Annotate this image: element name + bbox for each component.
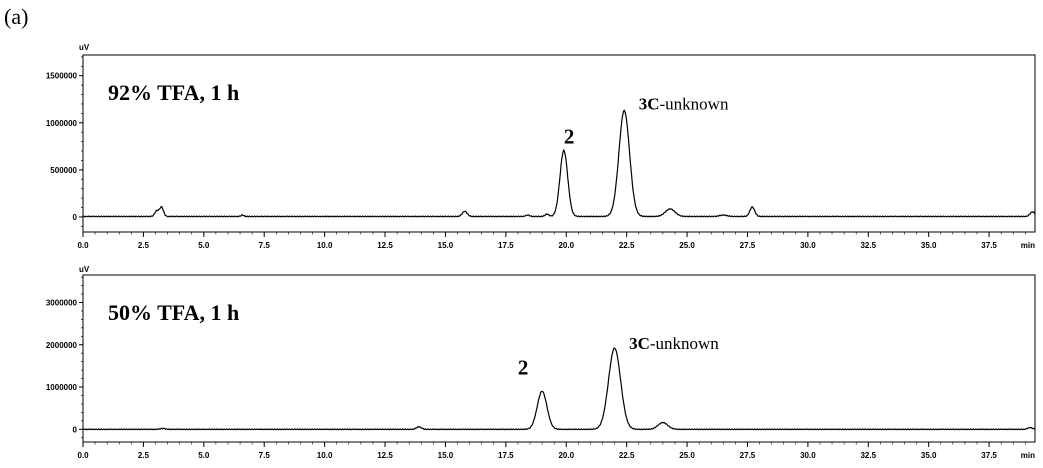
x-tick-label: 2.5	[138, 241, 150, 250]
x-tick-label: 20.0	[558, 451, 574, 460]
x-tick-label: 37.5	[981, 451, 997, 460]
x-tick-label: 25.0	[679, 241, 695, 250]
x-tick-label: 22.5	[619, 241, 635, 250]
x-tick-label: 32.5	[860, 451, 876, 460]
x-tick-label: 35.0	[921, 451, 937, 460]
x-tick-label: 30.0	[800, 451, 816, 460]
x-unit-label: min	[1021, 241, 1035, 250]
y-tick-label: 0	[73, 425, 78, 434]
y-tick-label: 0	[73, 213, 78, 222]
y-tick-label: 500000	[50, 166, 77, 175]
x-tick-label: 17.5	[498, 241, 514, 250]
x-tick-label: 25.0	[679, 451, 695, 460]
x-tick-label: 0.0	[77, 451, 89, 460]
peak-label-bold: 3C	[629, 334, 650, 353]
chromatogram-panel-bottom: uV 0 1000000 2000000 3000000 0.0 2.5 5.0 7.5 10.0…	[46, 265, 1035, 460]
chromatogram-panel-top: uV 0 500000 1000000 1500000 0.0 2.5 5.0 7.5 10.0 1…	[46, 43, 1035, 250]
peak-label-rest: -unknown	[650, 334, 719, 353]
peak-label-rest: -unknown	[660, 95, 729, 114]
y-tick-label: 1500000	[46, 72, 78, 81]
x-tick-label: 12.5	[377, 451, 393, 460]
x-tick-label: 7.5	[259, 451, 271, 460]
x-tick-label: 27.5	[740, 241, 756, 250]
x-tick-label: 5.0	[198, 241, 210, 250]
x-tick-label: 32.5	[860, 241, 876, 250]
x-tick-label: 7.5	[259, 241, 271, 250]
condition-annotation: 92% TFA, 1 h	[108, 80, 239, 105]
y-unit-label: uV	[79, 265, 90, 274]
x-tick-label: 27.5	[740, 451, 756, 460]
x-tick-label: 2.5	[138, 451, 150, 460]
y-unit-label: uV	[79, 43, 90, 52]
x-tick-label: 17.5	[498, 451, 514, 460]
peak-label: 2	[564, 125, 575, 149]
x-tick-label: 5.0	[198, 451, 210, 460]
x-tick-label: 15.0	[438, 241, 454, 250]
y-tick-label: 1000000	[46, 119, 78, 128]
condition-annotation: 50% TFA, 1 h	[108, 300, 239, 325]
peak-label: 2	[518, 355, 529, 379]
peak-label: 3C-unknown	[629, 334, 719, 353]
x-tick-label: 15.0	[438, 451, 454, 460]
y-tick-label: 3000000	[46, 298, 78, 307]
peak-label-bold: 3C	[639, 95, 660, 114]
peak-label-bold: 2	[564, 125, 575, 149]
y-tick-label: 2000000	[46, 341, 78, 350]
x-tick-label: 20.0	[558, 241, 574, 250]
chromatogram-trace	[83, 348, 1035, 430]
x-tick-label: 10.0	[317, 451, 333, 460]
peak-label: 3C-unknown	[639, 95, 729, 114]
y-tick-label: 1000000	[46, 383, 78, 392]
peak-label-bold: 2	[518, 355, 529, 379]
x-tick-label: 0.0	[77, 241, 89, 250]
x-tick-label: 35.0	[921, 241, 937, 250]
x-tick-label: 12.5	[377, 241, 393, 250]
chromatogram-trace	[83, 110, 1035, 217]
x-tick-label: 10.0	[317, 241, 333, 250]
x-tick-label: 30.0	[800, 241, 816, 250]
x-tick-label: 22.5	[619, 451, 635, 460]
x-tick-label: 37.5	[981, 241, 997, 250]
x-unit-label: min	[1021, 451, 1035, 460]
